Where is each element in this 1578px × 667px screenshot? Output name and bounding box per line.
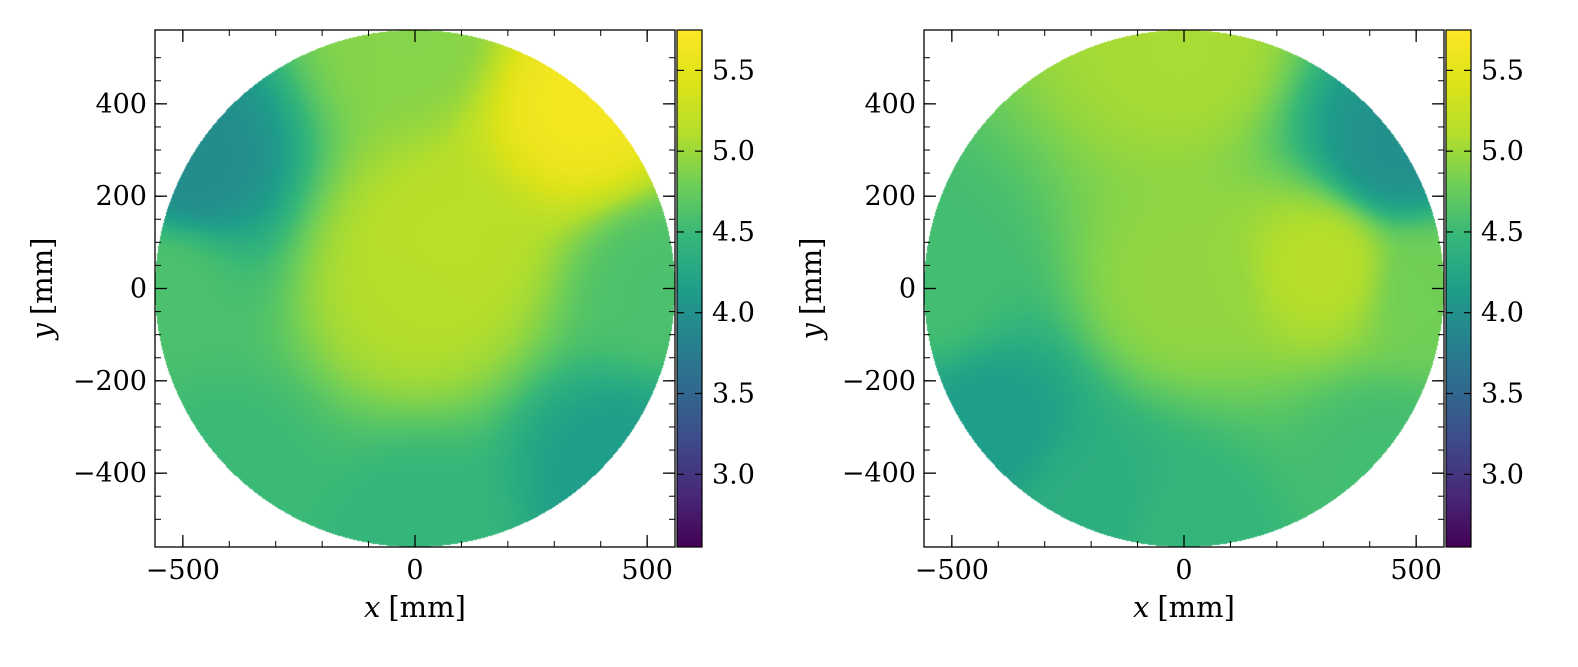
x-axis-label: x [mm]: [364, 590, 466, 624]
colorbar-tick-label: 5.0: [712, 136, 755, 167]
colorbar-tick-label: 5.5: [712, 55, 755, 86]
y-tick-label: −400: [73, 458, 147, 489]
x-axis-label-unit: [mm]: [388, 590, 466, 624]
colorbar-tick-label: 4.5: [712, 217, 755, 248]
colorbar-gradient: [1446, 30, 1471, 547]
x-tick-label: 0: [1175, 555, 1192, 586]
y-tick-label: 400: [864, 89, 916, 120]
y-tick-label: −200: [73, 366, 147, 397]
colorbar-tick-label: 3.0: [712, 459, 755, 490]
y-tick-label: 200: [864, 181, 916, 212]
y-axis-label: y [mm]: [794, 237, 828, 341]
heatmap-image: [924, 30, 1444, 547]
x-tick-label: −500: [915, 555, 989, 586]
colorbar-tick-label: 3.5: [1481, 379, 1524, 410]
x-axis-label-var: x: [364, 590, 380, 624]
colorbar-frame: [1445, 29, 1472, 548]
x-tick-label: −500: [146, 555, 220, 586]
x-tick-label: 0: [406, 555, 423, 586]
x-axis-label-var: x: [1133, 590, 1149, 624]
y-axis-label-unit: [mm]: [25, 237, 59, 315]
y-tick-label: 0: [130, 274, 147, 305]
y-tick-label: 200: [95, 181, 147, 212]
heatmap-image: [155, 30, 675, 547]
y-axis-label-var: y: [794, 323, 828, 342]
colorbar-tick-label: 3.5: [712, 379, 755, 410]
x-axis-label: x [mm]: [1133, 590, 1235, 624]
y-axis-label: y [mm]: [25, 237, 59, 341]
colorbar-tick-label: 4.0: [1481, 298, 1524, 329]
y-tick-label: −400: [842, 458, 916, 489]
y-axis-label-var: y: [25, 323, 59, 342]
colorbar-frame: [676, 29, 703, 548]
colorbar-tick-label: 5.0: [1481, 136, 1524, 167]
y-tick-label: 400: [95, 89, 147, 120]
colorbar-tick-label: 3.0: [1481, 459, 1524, 490]
x-axis-label-unit: [mm]: [1157, 590, 1235, 624]
colorbar-tick-label: 4.5: [1481, 217, 1524, 248]
y-tick-label: 0: [899, 274, 916, 305]
x-tick-label: 500: [621, 555, 673, 586]
x-tick-label: 500: [1390, 555, 1442, 586]
y-axis-label-unit: [mm]: [794, 237, 828, 315]
colorbar-tick-label: 4.0: [712, 298, 755, 329]
colorbar-tick-label: 5.5: [1481, 55, 1524, 86]
y-tick-label: −200: [842, 366, 916, 397]
colorbar-gradient: [677, 30, 702, 547]
